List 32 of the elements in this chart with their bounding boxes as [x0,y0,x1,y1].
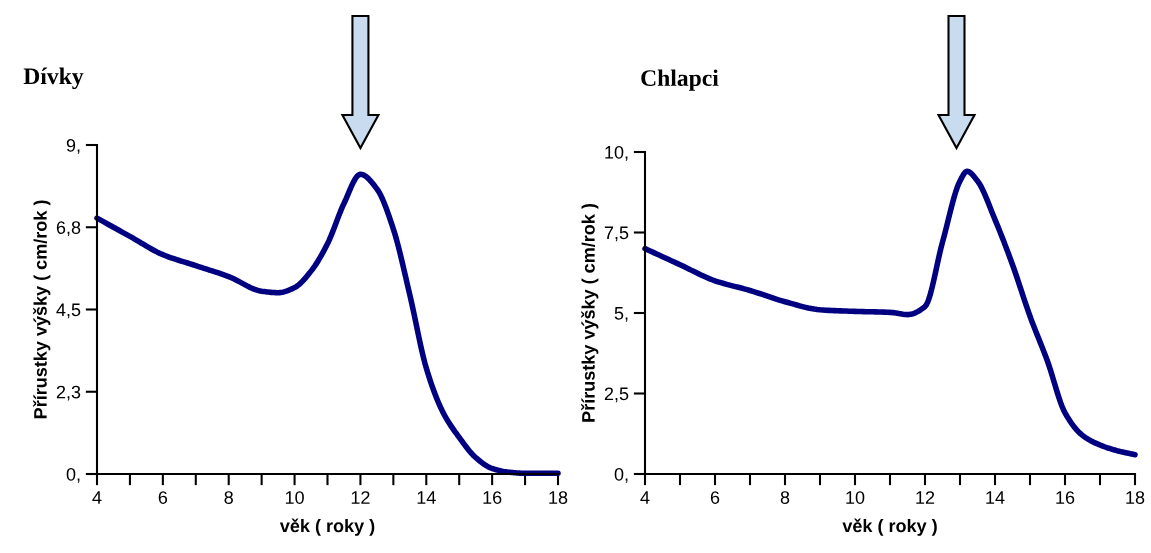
y-tick-label: 5, [614,307,628,322]
x-tick-label: 8 [224,491,233,504]
x-tick-label: 8 [780,491,790,504]
x-axis-title: věk ( roky ) [842,518,937,536]
y-tick-label: 9, [66,138,80,154]
chart-title: Dívky [23,67,84,90]
chart-title: Chlapci [641,69,719,91]
x-tick-label: 12 [351,491,370,504]
x-tick-label: 12 [916,491,935,504]
x-tick-label: 10 [285,491,304,504]
x-tick-label: 10 [846,491,865,504]
x-tick-label: 14 [417,491,436,504]
y-axis-title: Přírustky výšky ( cm/rok ) [33,200,51,419]
y-tick-label: 7,5 [604,226,629,242]
x-tick-label: 16 [483,491,502,504]
y-tick-label: 2,3 [56,385,81,401]
x-tick-label: 16 [1056,491,1075,504]
x-tick-label: 6 [710,491,720,504]
x-tick-label: 6 [158,491,168,504]
x-tick-label: 14 [986,491,1005,504]
y-axis-title: Přírustky výšky ( cm/rok ) [581,204,599,422]
x-tick-label: 4 [640,491,650,504]
y-tick-label: 4,5 [56,303,81,319]
x-tick-label: 4 [92,491,102,504]
x-tick-label: 18 [1126,491,1145,504]
x-tick-label: 18 [549,491,568,504]
y-tick-label: 6,8 [56,221,81,237]
x-axis-title: věk ( roky ) [279,518,375,536]
y-tick-label: 0, [66,467,80,483]
y-tick-label: 0, [614,467,628,483]
y-tick-label: 10, [605,145,628,161]
y-tick-label: 2,5 [604,387,629,403]
